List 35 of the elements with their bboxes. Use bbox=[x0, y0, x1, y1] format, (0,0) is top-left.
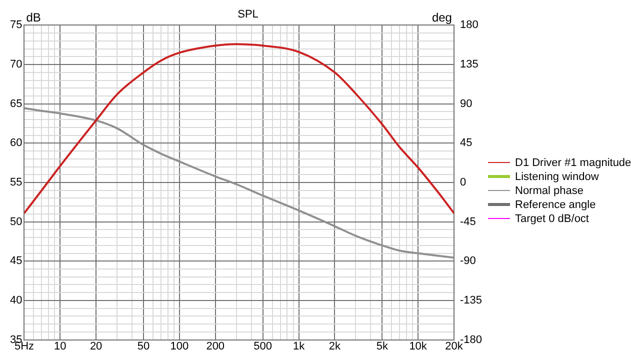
legend-label: Listening window bbox=[515, 170, 599, 184]
y2-tick-label: -90 bbox=[460, 255, 476, 268]
y2-tick-label: 180 bbox=[460, 19, 478, 32]
x-tick-label: 200 bbox=[206, 340, 225, 352]
y-axis-title: dB bbox=[26, 10, 41, 25]
x-tick-label: 5k bbox=[376, 340, 388, 352]
y2-tick-label: 135 bbox=[460, 58, 478, 71]
x-tick-label: 50 bbox=[137, 340, 150, 352]
legend-label: Reference angle bbox=[515, 198, 596, 212]
y-tick-label: 50 bbox=[10, 216, 22, 228]
y2-tick-label: 45 bbox=[460, 137, 472, 150]
x-tick-label: 100 bbox=[170, 340, 189, 352]
legend-label: Target 0 dB/oct bbox=[515, 212, 589, 226]
x-tick-label: 1k bbox=[292, 340, 306, 352]
y2-tick-label: -45 bbox=[460, 216, 476, 228]
y-tick-label: 45 bbox=[10, 255, 22, 268]
y-tick-label: 65 bbox=[10, 98, 22, 110]
y-tick-label: 55 bbox=[10, 176, 22, 189]
y-tick-label: 60 bbox=[10, 137, 22, 150]
y2-tick-label: 90 bbox=[460, 98, 472, 110]
legend-label: Normal phase bbox=[515, 184, 584, 198]
x-tick-label: 10 bbox=[54, 340, 66, 352]
x-tick-label: 2k bbox=[328, 340, 341, 352]
y-tick-label: 40 bbox=[10, 294, 22, 307]
y-tick-label: 75 bbox=[10, 19, 22, 32]
y2-tick-label: -135 bbox=[460, 294, 482, 307]
y2-tick-label: 0 bbox=[460, 176, 466, 189]
y2-axis-title: deg bbox=[432, 10, 452, 25]
chart-title: SPL bbox=[238, 8, 258, 21]
y-tick-label: 70 bbox=[10, 58, 22, 71]
x-tick-label: 20k bbox=[445, 340, 464, 352]
legend-label: D1 Driver #1 magnitude bbox=[515, 156, 631, 170]
x-tick-label: 20 bbox=[90, 340, 102, 352]
x-tick-label: 500 bbox=[254, 340, 272, 352]
x-tick-label: 10k bbox=[409, 340, 428, 352]
